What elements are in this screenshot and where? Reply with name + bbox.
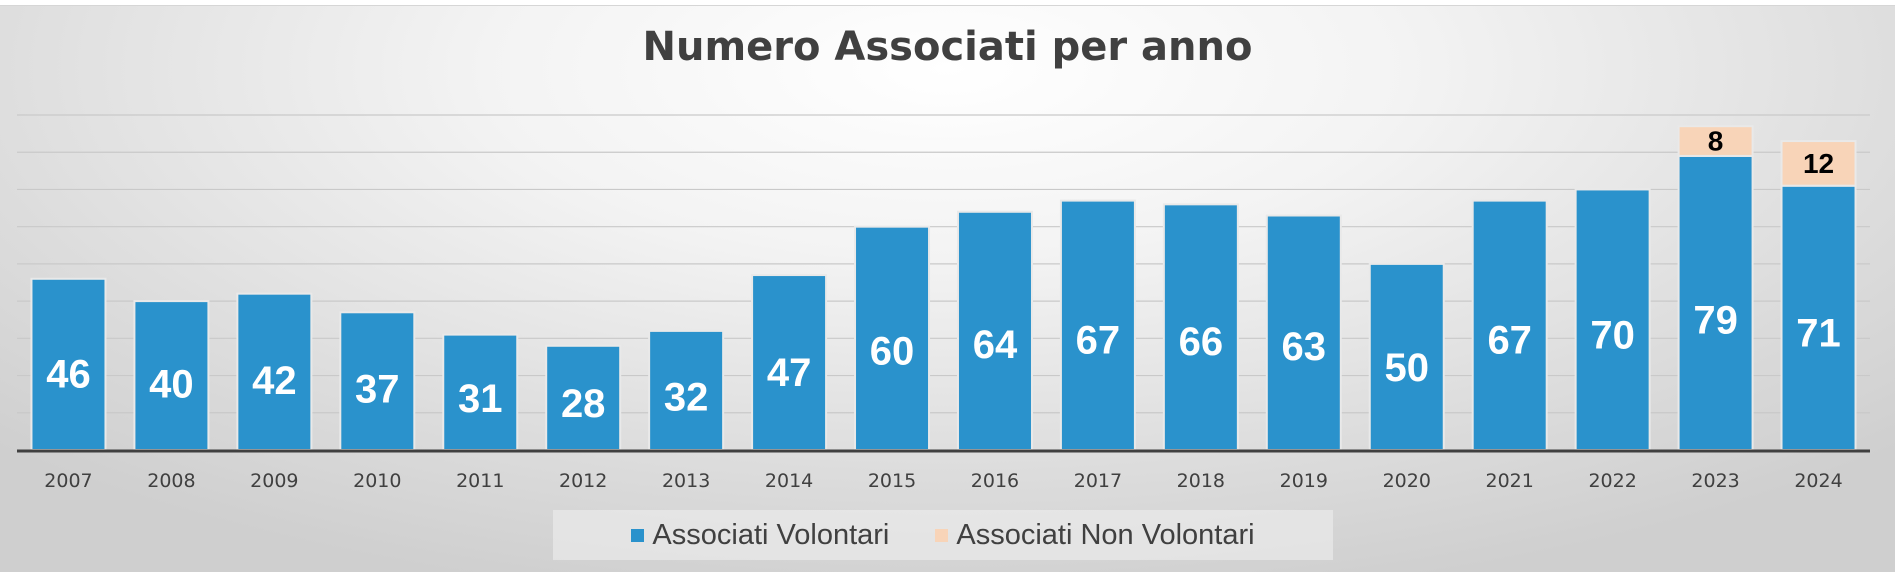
- data-label-volontari: 31: [458, 377, 503, 421]
- x-tick-label: 2024: [1794, 470, 1842, 492]
- chart-title: Numero Associati per anno: [642, 24, 1253, 70]
- bar-volontari: [339, 311, 416, 451]
- legend-swatch-volontari: [631, 528, 645, 542]
- gridlines: [17, 114, 1870, 414]
- data-label-volontari: 67: [1487, 318, 1532, 362]
- bar-volontari: [751, 274, 828, 451]
- x-tick-label: 2021: [1486, 470, 1534, 492]
- x-tick-label: 2010: [353, 470, 401, 492]
- bar-volontari: [854, 225, 931, 451]
- data-label-volontari: 37: [355, 367, 400, 411]
- bar-volontari: [648, 329, 725, 451]
- x-tick-label: 2009: [250, 470, 298, 492]
- chart-legend: Associati Volontari Associati Non Volont…: [553, 510, 1333, 560]
- x-tick-label: 2015: [868, 470, 916, 492]
- data-label-volontari: 32: [664, 376, 709, 420]
- bar-volontari: [236, 292, 313, 451]
- x-tick-label: 2014: [765, 470, 813, 492]
- spreadsheet-top-strip: [0, 0, 1895, 6]
- legend-label-non-volontari: Associati Non Volontari: [956, 518, 1255, 551]
- data-label-volontari: 42: [252, 359, 297, 403]
- x-tick-label: 2016: [971, 470, 1019, 492]
- x-tick-label: 2022: [1588, 470, 1636, 492]
- bars: [30, 125, 1857, 451]
- data-label-volontari: 46: [46, 353, 91, 397]
- x-tick-label: 2018: [1177, 470, 1225, 492]
- data-labels: 46 40 42 37 31 28 32 47 60 64 67 66 63 50 67 70 79 8 71 12: [46, 126, 1841, 427]
- x-tick-label: 2023: [1691, 470, 1739, 492]
- bar-volontari: [1471, 199, 1548, 451]
- x-tick-label: 2012: [559, 470, 607, 492]
- data-label-volontari: 79: [1693, 299, 1738, 343]
- bar-volontari: [545, 344, 622, 451]
- data-label-volontari: 60: [870, 330, 915, 374]
- x-tick-label: 2017: [1074, 470, 1122, 492]
- data-label-volontari: 50: [1385, 346, 1430, 390]
- data-label-volontari: 28: [561, 382, 606, 426]
- data-label-non-volontari: 12: [1803, 148, 1834, 179]
- bar-volontari: [956, 210, 1033, 451]
- legend-item-volontari: Associati Volontari: [631, 519, 889, 552]
- bar-non-volontari: [1677, 125, 1754, 157]
- x-tick-label: 2008: [147, 470, 195, 492]
- legend-swatch-non-volontari: [935, 528, 949, 542]
- bar-volontari: [1265, 214, 1342, 451]
- x-tick-label: 2011: [456, 470, 504, 492]
- data-label-volontari: 66: [1179, 320, 1224, 364]
- data-label-volontari: 71: [1796, 312, 1841, 356]
- data-label-volontari: 67: [1076, 318, 1121, 362]
- bar-non-volontari: [1780, 140, 1857, 187]
- legend-label-volontari: Associati Volontari: [652, 518, 890, 551]
- data-label-volontari: 47: [767, 351, 812, 395]
- bar-volontari: [133, 300, 210, 451]
- bar-volontari: [442, 333, 519, 451]
- data-label-non-volontari: 8: [1708, 126, 1724, 157]
- chart-plot: 46 40 42 37 31 28 32 47 60 64 67 66 63 50 67 70 79 8 71 12 2…: [17, 114, 1870, 492]
- data-label-volontari: 64: [973, 323, 1018, 367]
- bar-volontari: [1677, 154, 1754, 451]
- data-label-volontari: 40: [149, 362, 194, 406]
- bar-volontari: [1574, 188, 1651, 451]
- bar-volontari: [30, 277, 107, 451]
- x-tick-label: 2013: [662, 470, 710, 492]
- data-label-volontari: 63: [1282, 325, 1327, 369]
- x-tick-label: 2019: [1280, 470, 1328, 492]
- data-label-volontari: 70: [1590, 313, 1635, 357]
- bar-volontari: [1162, 203, 1239, 451]
- x-tick-label: 2007: [44, 470, 92, 492]
- legend-item-non-volontari: Associati Non Volontari: [935, 518, 1255, 552]
- x-tick-label: 2020: [1383, 470, 1431, 492]
- x-tick-labels: 2007 2008 2009 2010 2011 2012 2013 2014 2015 2016…: [44, 470, 1842, 492]
- bar-volontari: [1368, 262, 1445, 451]
